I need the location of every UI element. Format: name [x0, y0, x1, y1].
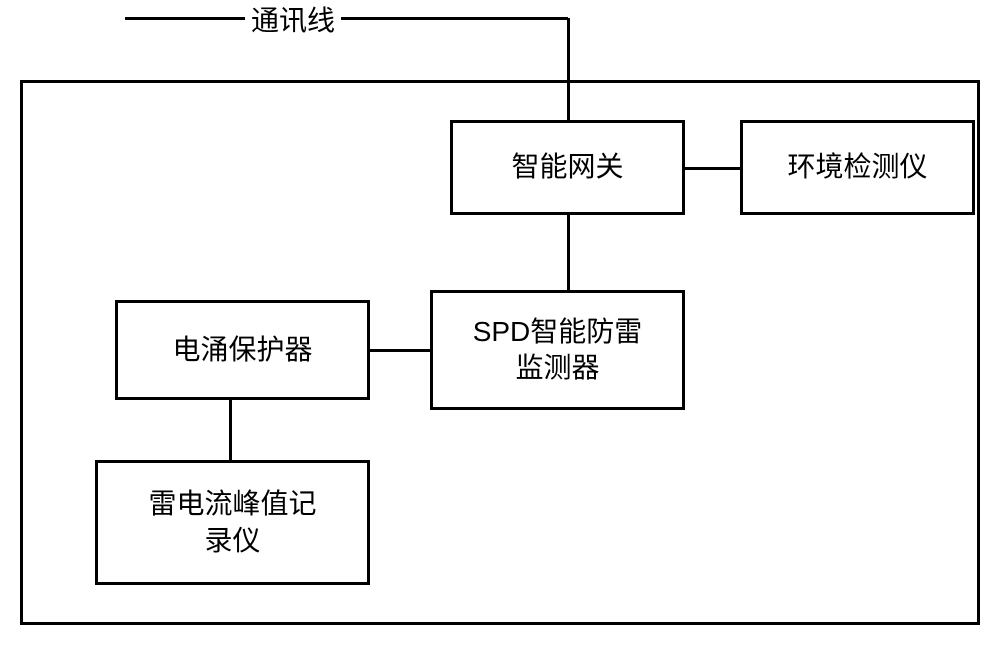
lightning-recorder-node: 雷电流峰值记 录仪: [95, 460, 370, 585]
lightning-recorder-label: 雷电流峰值记 录仪: [148, 486, 316, 559]
edge-gateway-spd: [567, 215, 570, 290]
spd-monitor-label: SPD智能防雷 监测器: [473, 314, 643, 387]
edge-top-vertical: [567, 18, 570, 120]
gateway-node: 智能网关: [450, 120, 685, 215]
comm-line-label: 通讯线: [245, 3, 341, 39]
spd-monitor-node: SPD智能防雷 监测器: [430, 290, 685, 410]
edge-surge-recorder: [229, 400, 232, 460]
edge-top-horizontal: [125, 17, 568, 20]
gateway-label: 智能网关: [511, 149, 623, 185]
env-detector-label: 环境检测仪: [787, 149, 927, 185]
edge-gateway-env: [685, 167, 740, 170]
comm-line-text: 通讯线: [251, 5, 335, 36]
surge-protector-label: 电涌保护器: [172, 332, 312, 368]
surge-protector-node: 电涌保护器: [115, 300, 370, 400]
edge-surge-spd: [370, 349, 430, 352]
env-detector-node: 环境检测仪: [740, 120, 975, 215]
